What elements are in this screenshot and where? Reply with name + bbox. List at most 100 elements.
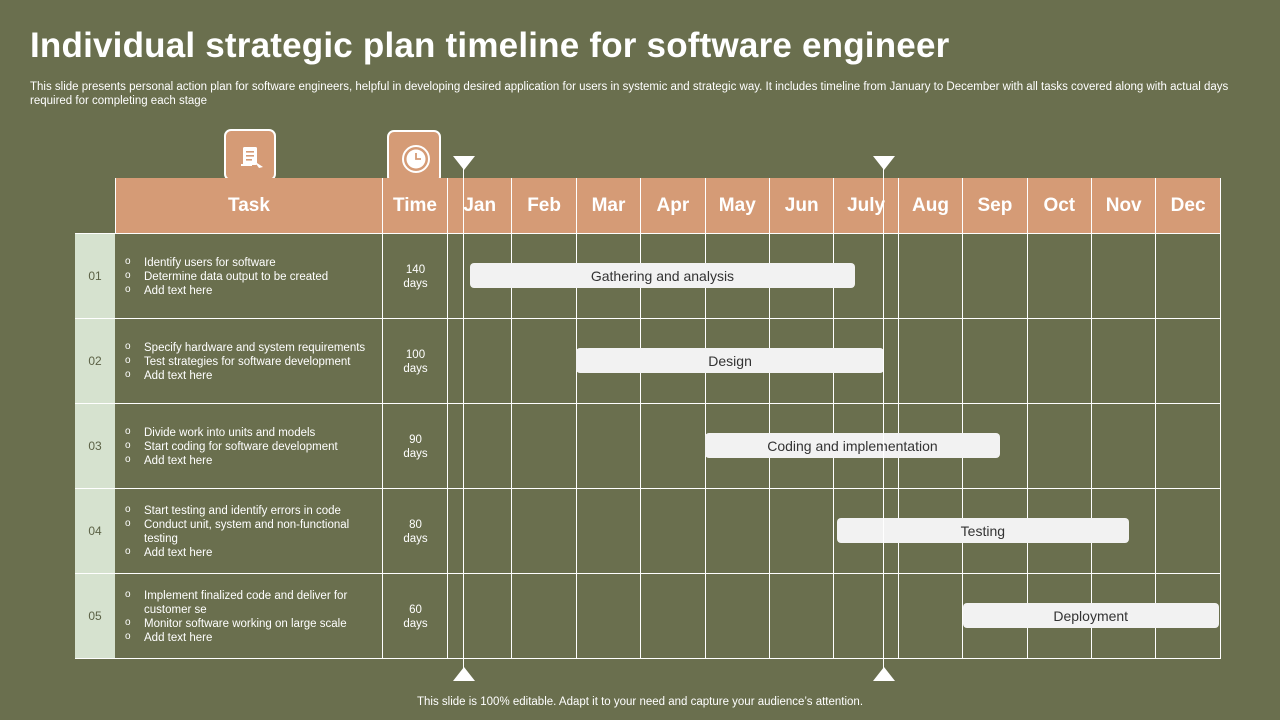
time-number: 100 (405, 348, 426, 361)
time-value: 60 days (383, 603, 448, 631)
task-item: Conduct unit, system and non-functional … (123, 517, 378, 546)
row-number: 04 (75, 489, 115, 574)
time-unit: days (403, 447, 428, 460)
clock-icon (402, 145, 430, 173)
task-item: Add text here (123, 283, 378, 298)
month-cell (641, 489, 706, 574)
month-cell (898, 574, 964, 659)
month-cell (641, 574, 706, 659)
month-cell (770, 489, 835, 574)
header-month: May (705, 178, 770, 233)
task-item: Add text here (123, 368, 378, 383)
task-item: Implement finalized code and deliver for… (123, 588, 378, 617)
month-cell (512, 489, 577, 574)
gantt-bar: Deployment (962, 603, 1219, 628)
header-month: Jun (770, 178, 835, 233)
month-cell (512, 404, 577, 489)
month-cell (448, 574, 513, 659)
marker-triangle-top (873, 156, 895, 170)
row-number: 03 (75, 404, 115, 489)
month-cell (1027, 234, 1092, 319)
header-month: Sep (963, 178, 1028, 233)
header-month: Dec (1156, 178, 1221, 233)
month-cell (770, 574, 835, 659)
month-cell (963, 319, 1028, 404)
header-month: Oct (1027, 178, 1092, 233)
header-month: Nov (1092, 178, 1157, 233)
row-number: 05 (75, 574, 115, 659)
task-item: Add text here (123, 545, 378, 560)
month-cell (898, 234, 964, 319)
task-list: Specify hardware and system requirements… (123, 340, 378, 383)
month-cell (448, 489, 513, 574)
time-icon-box (387, 130, 441, 184)
month-cell (576, 404, 642, 489)
month-cell (963, 234, 1028, 319)
row-number: 01 (75, 234, 115, 319)
month-cell (1092, 404, 1157, 489)
table-row: 05 Implement finalized code and deliver f… (75, 573, 1221, 659)
header-month: July (834, 178, 899, 233)
month-cell (448, 404, 513, 489)
task-list: Implement finalized code and deliver for… (123, 588, 378, 645)
task-item: Test strategies for software development (123, 354, 378, 369)
time-value: 100 days (383, 348, 448, 376)
month-cell (1156, 489, 1221, 574)
task-item: Add text here (123, 630, 378, 645)
task-item: Identify users for software (123, 255, 378, 270)
month-cell (1156, 574, 1221, 659)
month-cell (1156, 234, 1221, 319)
time-value: 90 days (383, 433, 448, 461)
gantt-bar: Gathering and analysis (470, 263, 855, 288)
task-item: Monitor software working on large scale (123, 616, 378, 631)
month-cell (898, 319, 964, 404)
time-unit: days (403, 617, 428, 630)
month-cell (576, 489, 642, 574)
task-list: Identify users for softwareDetermine dat… (123, 255, 378, 298)
task-list: Start testing and identify errors in cod… (123, 503, 378, 560)
task-icon-box (224, 129, 276, 181)
marker-triangle-bottom (873, 667, 895, 681)
slide-title: Individual strategic plan timeline for s… (30, 26, 950, 65)
month-cell (1027, 319, 1092, 404)
header-month: Jan (448, 178, 513, 233)
time-number: 80 (409, 518, 422, 531)
header-month: Aug (898, 178, 964, 233)
time-cell (383, 574, 448, 659)
row-number: 02 (75, 319, 115, 404)
time-number: 140 (405, 263, 426, 276)
task-item: Divide work into units and models (123, 425, 378, 440)
header-task: Task (115, 178, 383, 233)
marker-triangle-bottom (453, 667, 475, 681)
marker-line (883, 168, 884, 671)
month-cell (705, 574, 770, 659)
marker-line (463, 168, 464, 671)
header-month: Feb (512, 178, 577, 233)
month-cell (1156, 404, 1221, 489)
marker-triangle-top (453, 156, 475, 170)
task-item: Start coding for software development (123, 439, 378, 454)
task-list-icon (241, 147, 263, 168)
task-list: Divide work into units and modelsStart c… (123, 425, 378, 468)
time-value: 80 days (383, 518, 448, 546)
month-cell (448, 319, 513, 404)
month-cell (1092, 234, 1157, 319)
gantt-bar: Coding and implementation (705, 433, 1000, 458)
header-month: Apr (641, 178, 706, 233)
task-item: Specify hardware and system requirements (123, 340, 378, 355)
time-value: 140 days (383, 263, 448, 291)
month-cell (834, 574, 899, 659)
table-row: 03Divide work into units and modelsStart… (75, 403, 1221, 489)
time-unit: days (403, 362, 428, 375)
slide-footer: This slide is 100% editable. Adapt it to… (416, 696, 864, 708)
month-cell (512, 319, 577, 404)
task-item: Start testing and identify errors in cod… (123, 503, 378, 518)
month-cell (576, 574, 642, 659)
gantt-table: Task Time Jan Feb Mar Apr May Jun July Aug Sep Oc… (75, 178, 1221, 662)
task-item: Add text here (123, 453, 378, 468)
task-item: Determine data output to be created (123, 269, 378, 284)
task-cell (115, 574, 383, 659)
time-number: 90 (409, 433, 422, 446)
slide-subtitle: This slide presents personal action plan… (30, 81, 1229, 107)
month-cell (1092, 319, 1157, 404)
